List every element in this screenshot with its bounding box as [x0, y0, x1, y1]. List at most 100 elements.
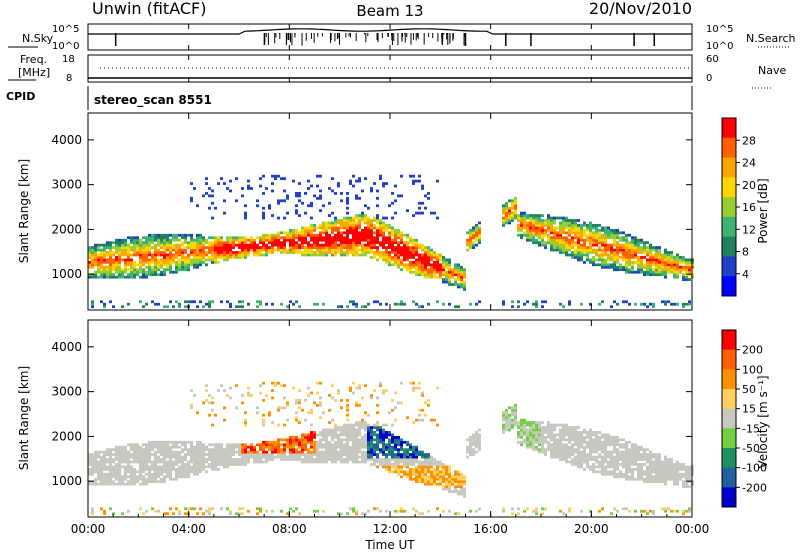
power-cell	[394, 256, 397, 259]
velocity-cell	[418, 472, 421, 476]
velocity-cell	[196, 512, 199, 516]
power-cell	[118, 258, 121, 262]
velocity-cell	[205, 460, 208, 464]
velocity-cell	[238, 450, 241, 454]
power-cell	[142, 268, 145, 272]
velocity-cell	[319, 443, 322, 447]
velocity-cell	[94, 467, 97, 471]
power-cell	[652, 256, 655, 259]
power-cell	[247, 246, 250, 249]
power-cell	[259, 248, 262, 252]
power-cell	[643, 248, 646, 252]
power-cell	[163, 273, 166, 277]
velocity-cell	[247, 450, 250, 454]
power-cell	[202, 246, 205, 249]
velocity-cell	[112, 475, 115, 479]
velocity-cell	[589, 448, 592, 452]
velocity-cell	[397, 472, 400, 476]
velocity-cell	[430, 472, 433, 476]
velocity-cell	[373, 443, 376, 447]
power-cell	[169, 246, 172, 249]
velocity-cell	[535, 428, 538, 432]
power-cell	[358, 179, 361, 183]
velocity-cell	[547, 440, 550, 444]
velocity-cell	[550, 423, 553, 427]
power-cell	[685, 268, 688, 272]
power-cell	[574, 256, 577, 259]
velocity-cell	[289, 445, 292, 449]
power-cell	[430, 275, 433, 279]
velocity-cell	[139, 453, 142, 456]
power-cell	[172, 256, 175, 259]
velocity-cell	[556, 443, 559, 447]
velocity-cell	[397, 458, 400, 461]
velocity-cell	[127, 453, 130, 456]
power-cell	[556, 246, 559, 249]
velocity-cell	[394, 435, 397, 439]
velocity-cell	[427, 477, 430, 481]
velocity-cell	[565, 428, 568, 432]
power-cell	[340, 221, 343, 225]
power-cell	[352, 246, 355, 249]
power-cell	[301, 236, 304, 240]
power-cell	[307, 233, 310, 237]
power-cell	[652, 302, 655, 306]
velocity-cell	[568, 445, 571, 449]
velocity-cell	[562, 458, 565, 461]
power-cell	[664, 273, 667, 277]
velocity-cell	[523, 433, 526, 437]
power-cell	[430, 211, 433, 215]
power-cell	[196, 258, 199, 262]
velocity-cell	[544, 428, 547, 432]
velocity-cell	[163, 458, 166, 461]
power-cell	[667, 265, 670, 269]
power-cell	[415, 251, 418, 254]
power-cell	[427, 192, 430, 195]
velocity-cell	[391, 465, 394, 469]
power-cell	[553, 243, 556, 247]
velocity-cell	[190, 443, 193, 447]
power-cell	[235, 238, 238, 242]
power-cell	[286, 236, 289, 240]
power-cell	[517, 216, 520, 220]
velocity-cell	[604, 467, 607, 471]
power-cell	[292, 228, 295, 232]
velocity-cell	[607, 472, 610, 476]
power-cell	[361, 236, 364, 240]
power-cell	[376, 248, 379, 252]
power-cell	[664, 268, 667, 272]
velocity-cell	[238, 460, 241, 464]
power-cell	[634, 241, 637, 245]
velocity-cell	[286, 403, 289, 407]
velocity-cell	[103, 467, 106, 471]
velocity-cell	[355, 433, 358, 437]
velocity-cell	[529, 440, 532, 444]
velocity-cell	[238, 448, 241, 452]
power-cell	[670, 253, 673, 257]
power-cell	[619, 238, 622, 242]
power-cell	[160, 233, 163, 237]
power-cell	[364, 236, 367, 240]
velocity-cell	[163, 453, 166, 456]
power-cell	[688, 270, 691, 274]
power-cell	[232, 238, 235, 242]
velocity-cell	[457, 490, 460, 493]
velocity-cell	[565, 458, 568, 461]
power-cell	[163, 243, 166, 247]
power-cell	[394, 236, 397, 240]
velocity-cell	[190, 440, 193, 444]
velocity-cell	[580, 453, 583, 456]
power-cell	[331, 177, 334, 181]
velocity-cell	[277, 455, 280, 459]
power-cell	[670, 302, 673, 306]
power-cell	[340, 224, 343, 227]
velocity-cell	[163, 460, 166, 464]
velocity-cell	[346, 403, 349, 407]
power-cell	[382, 216, 385, 220]
power-cell	[112, 273, 115, 277]
power-cell	[106, 243, 109, 247]
power-cell	[385, 216, 388, 220]
velocity-cell	[394, 460, 397, 464]
power-cell	[190, 233, 193, 237]
velocity-cell	[448, 472, 451, 476]
